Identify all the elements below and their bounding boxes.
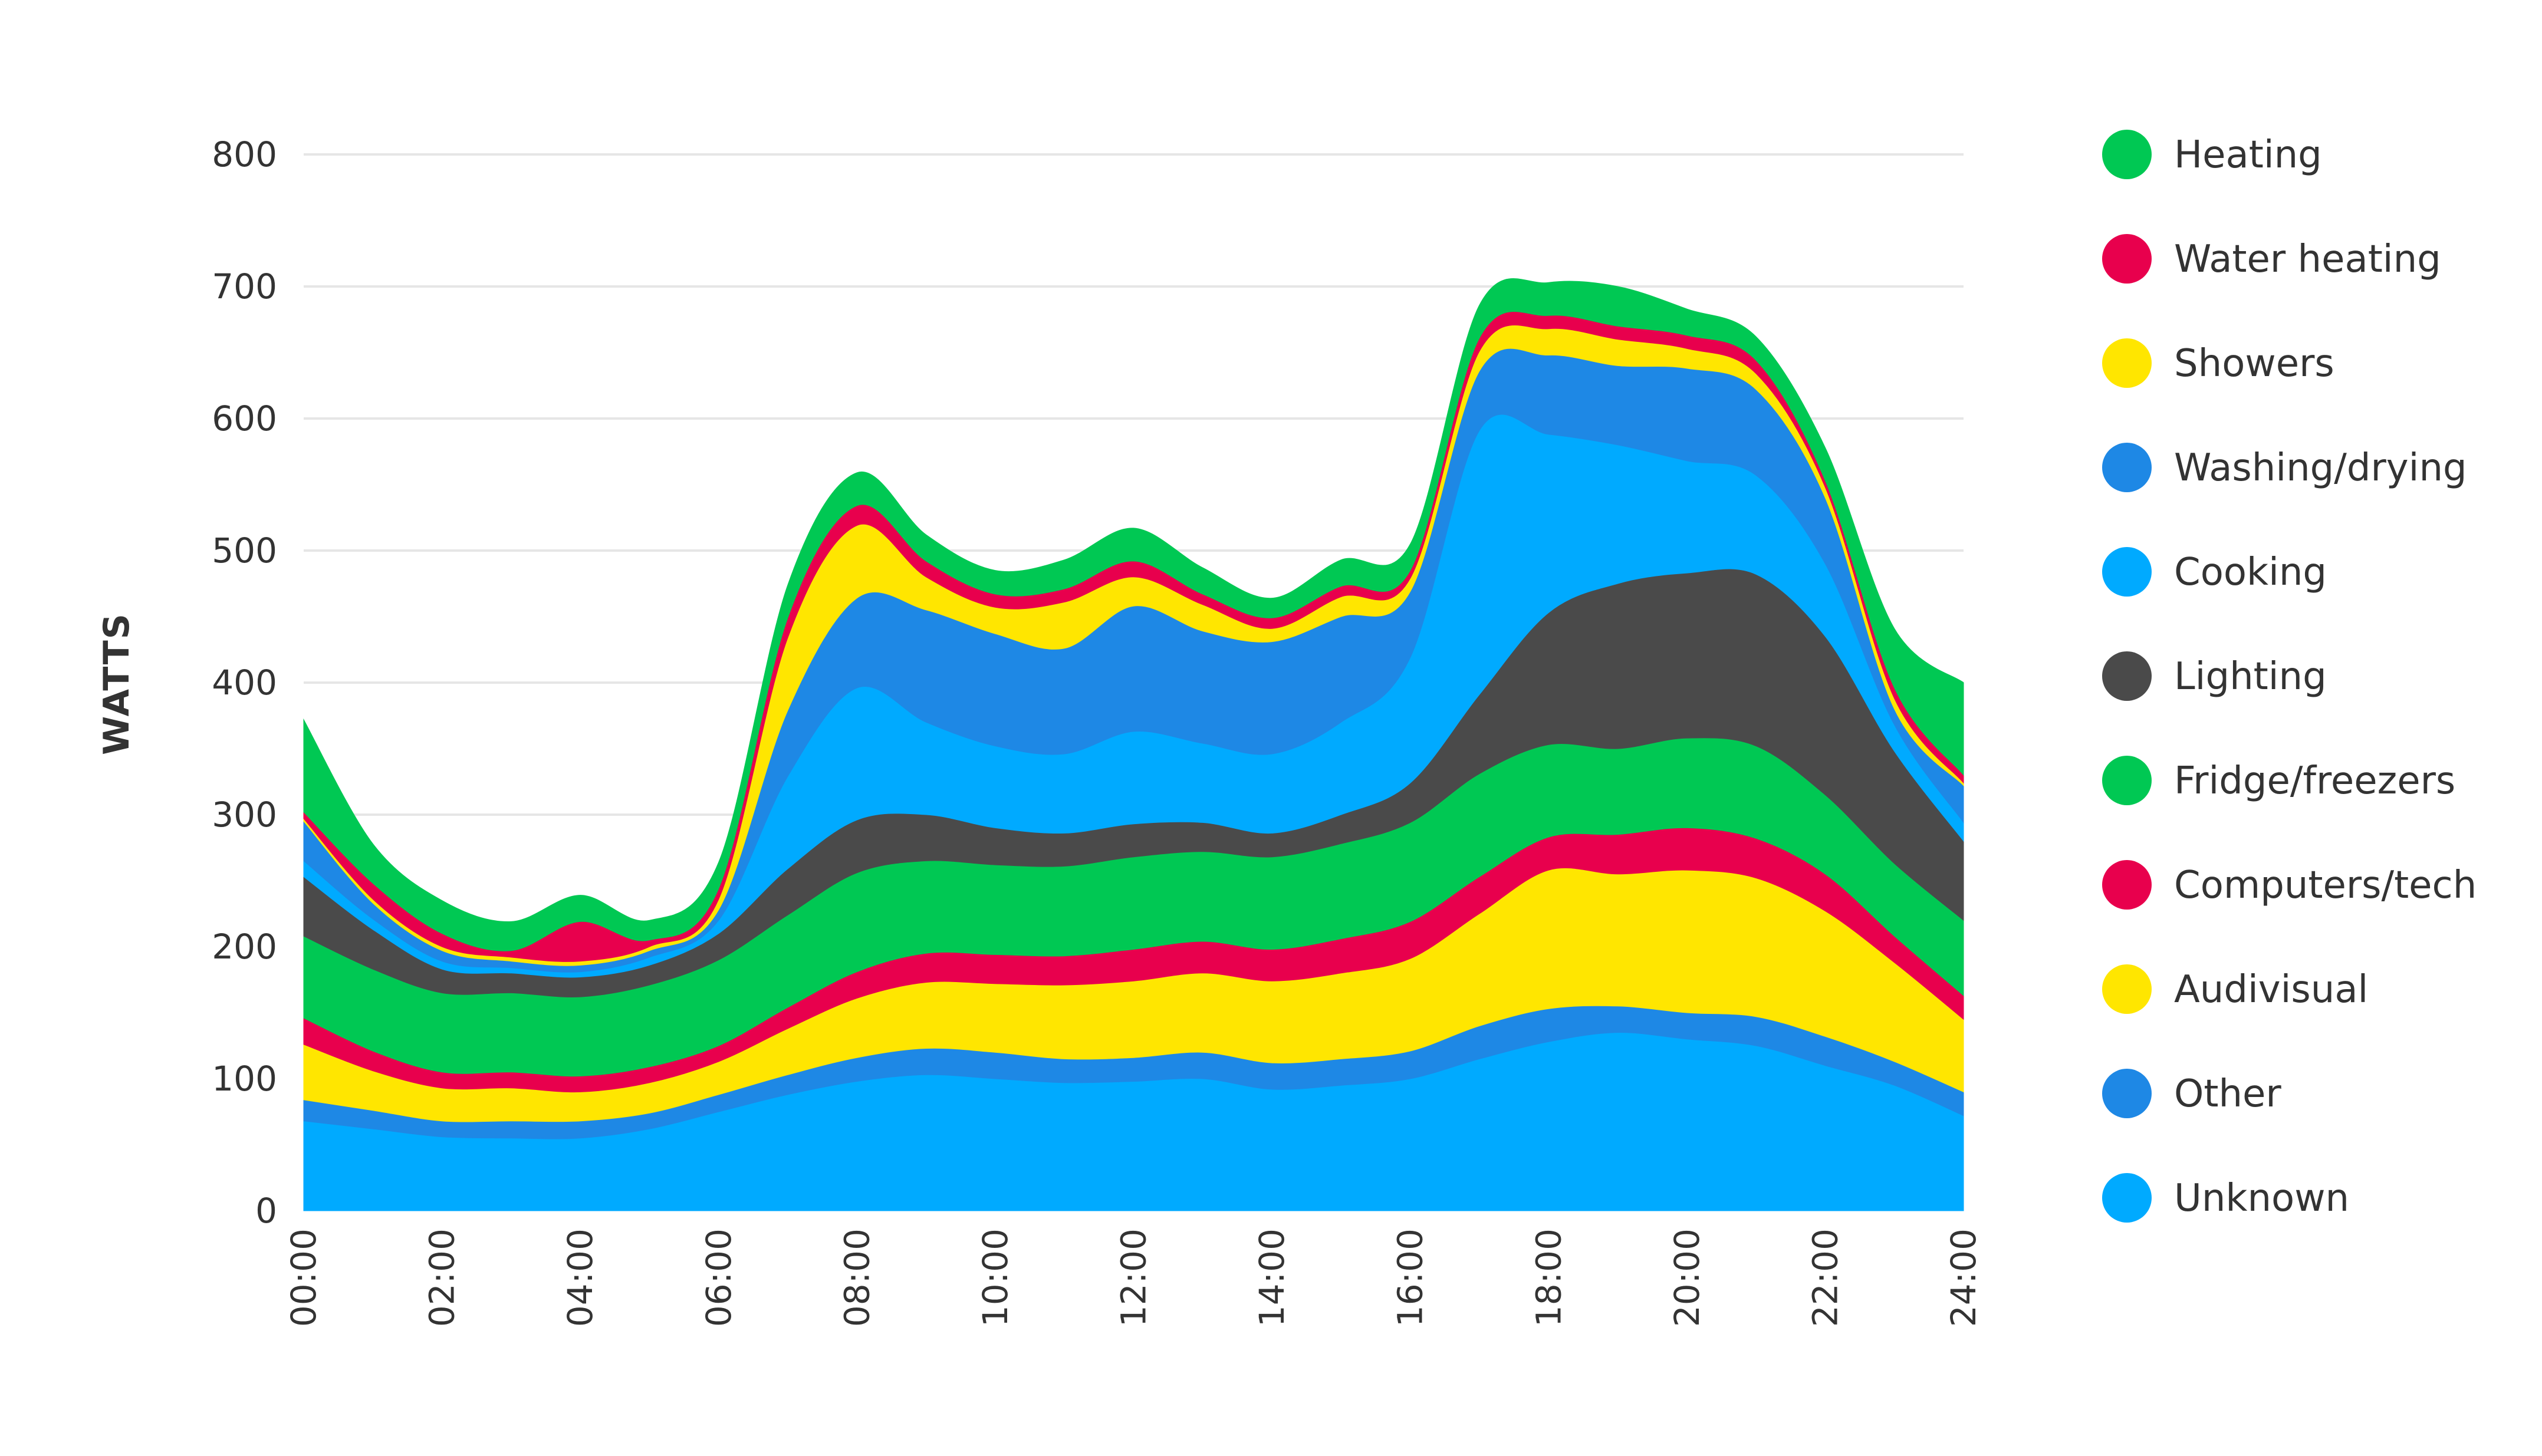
legend-swatch — [2102, 860, 2152, 910]
legend-item-cooking: Cooking — [2102, 547, 2327, 597]
x-tick-label: 18:00 — [1528, 1228, 1568, 1327]
legend-label: Water heating — [2174, 238, 2441, 281]
area-heating — [303, 278, 1964, 951]
legend-item-audivisual: Audivisual — [2102, 964, 2368, 1014]
legend-label: Computers/tech — [2174, 864, 2477, 907]
legend-swatch — [2102, 651, 2152, 701]
legend-swatch — [2102, 756, 2152, 805]
legend: Heating Water heating Showers Washing/dryin… — [2102, 130, 2477, 1223]
y-tick-label: 300 — [212, 795, 277, 835]
legend-item-showers: Showers — [2102, 338, 2334, 388]
x-tick-label: 02:00 — [422, 1228, 462, 1327]
x-tick-label: 14:00 — [1252, 1228, 1292, 1327]
legend-label: Lighting — [2174, 655, 2327, 699]
legend-item-computers-tech: Computers/tech — [2102, 860, 2477, 910]
legend-item-heating: Heating — [2102, 130, 2322, 179]
y-axis-label: WATTS — [96, 612, 137, 755]
legend-swatch — [2102, 130, 2152, 179]
legend-label: Cooking — [2174, 551, 2327, 594]
legend-item-washing-drying: Washing/drying — [2102, 443, 2467, 492]
legend-item-unknown: Unknown — [2102, 1173, 2349, 1223]
x-tick-label: 24:00 — [1944, 1228, 1984, 1327]
legend-label: Washing/drying — [2174, 446, 2467, 490]
legend-item-fridge-freezers: Fridge/freezers — [2102, 756, 2455, 805]
legend-swatch — [2102, 443, 2152, 492]
x-tick-label: 00:00 — [284, 1228, 324, 1327]
y-tick-label: 800 — [212, 134, 277, 174]
legend-item-water-heating: Water heating — [2102, 234, 2441, 284]
legend-swatch — [2102, 964, 2152, 1014]
legend-item-lighting: Lighting — [2102, 651, 2327, 701]
legend-swatch — [2102, 1069, 2152, 1118]
legend-label: Fridge/freezers — [2174, 759, 2455, 803]
legend-label: Other — [2174, 1072, 2281, 1116]
legend-label: Audivisual — [2174, 968, 2368, 1012]
area-series-group — [303, 278, 1964, 1211]
legend-swatch — [2102, 338, 2152, 388]
y-tick-label: 100 — [212, 1059, 277, 1099]
x-axis: 00:00 02:00 04:00 06:00 08:00 10:00 12:00 14:00… — [284, 1228, 1984, 1327]
x-tick-label: 16:00 — [1390, 1228, 1431, 1327]
y-axis: 0 100 200 300 400 500 600 700 800 — [212, 134, 277, 1231]
x-tick-label: 12:00 — [1114, 1228, 1154, 1327]
legend-label: Showers — [2174, 342, 2334, 386]
y-tick-label: 700 — [212, 266, 277, 307]
legend-item-other: Other — [2102, 1069, 2281, 1118]
y-tick-label: 200 — [212, 927, 277, 967]
legend-label: Unknown — [2174, 1177, 2349, 1220]
x-tick-label: 22:00 — [1805, 1228, 1845, 1327]
x-tick-label: 10:00 — [975, 1228, 1015, 1327]
y-tick-label: 0 — [255, 1191, 277, 1231]
y-tick-label: 400 — [212, 663, 277, 703]
x-tick-label: 04:00 — [560, 1228, 600, 1327]
legend-swatch — [2102, 234, 2152, 284]
x-tick-label: 08:00 — [837, 1228, 877, 1327]
legend-swatch — [2102, 1173, 2152, 1223]
x-tick-label: 06:00 — [699, 1228, 739, 1327]
y-tick-label: 500 — [212, 531, 277, 571]
y-tick-label: 600 — [212, 398, 277, 439]
legend-swatch — [2102, 547, 2152, 597]
x-tick-label: 20:00 — [1667, 1228, 1707, 1327]
legend-label: Heating — [2174, 133, 2322, 177]
